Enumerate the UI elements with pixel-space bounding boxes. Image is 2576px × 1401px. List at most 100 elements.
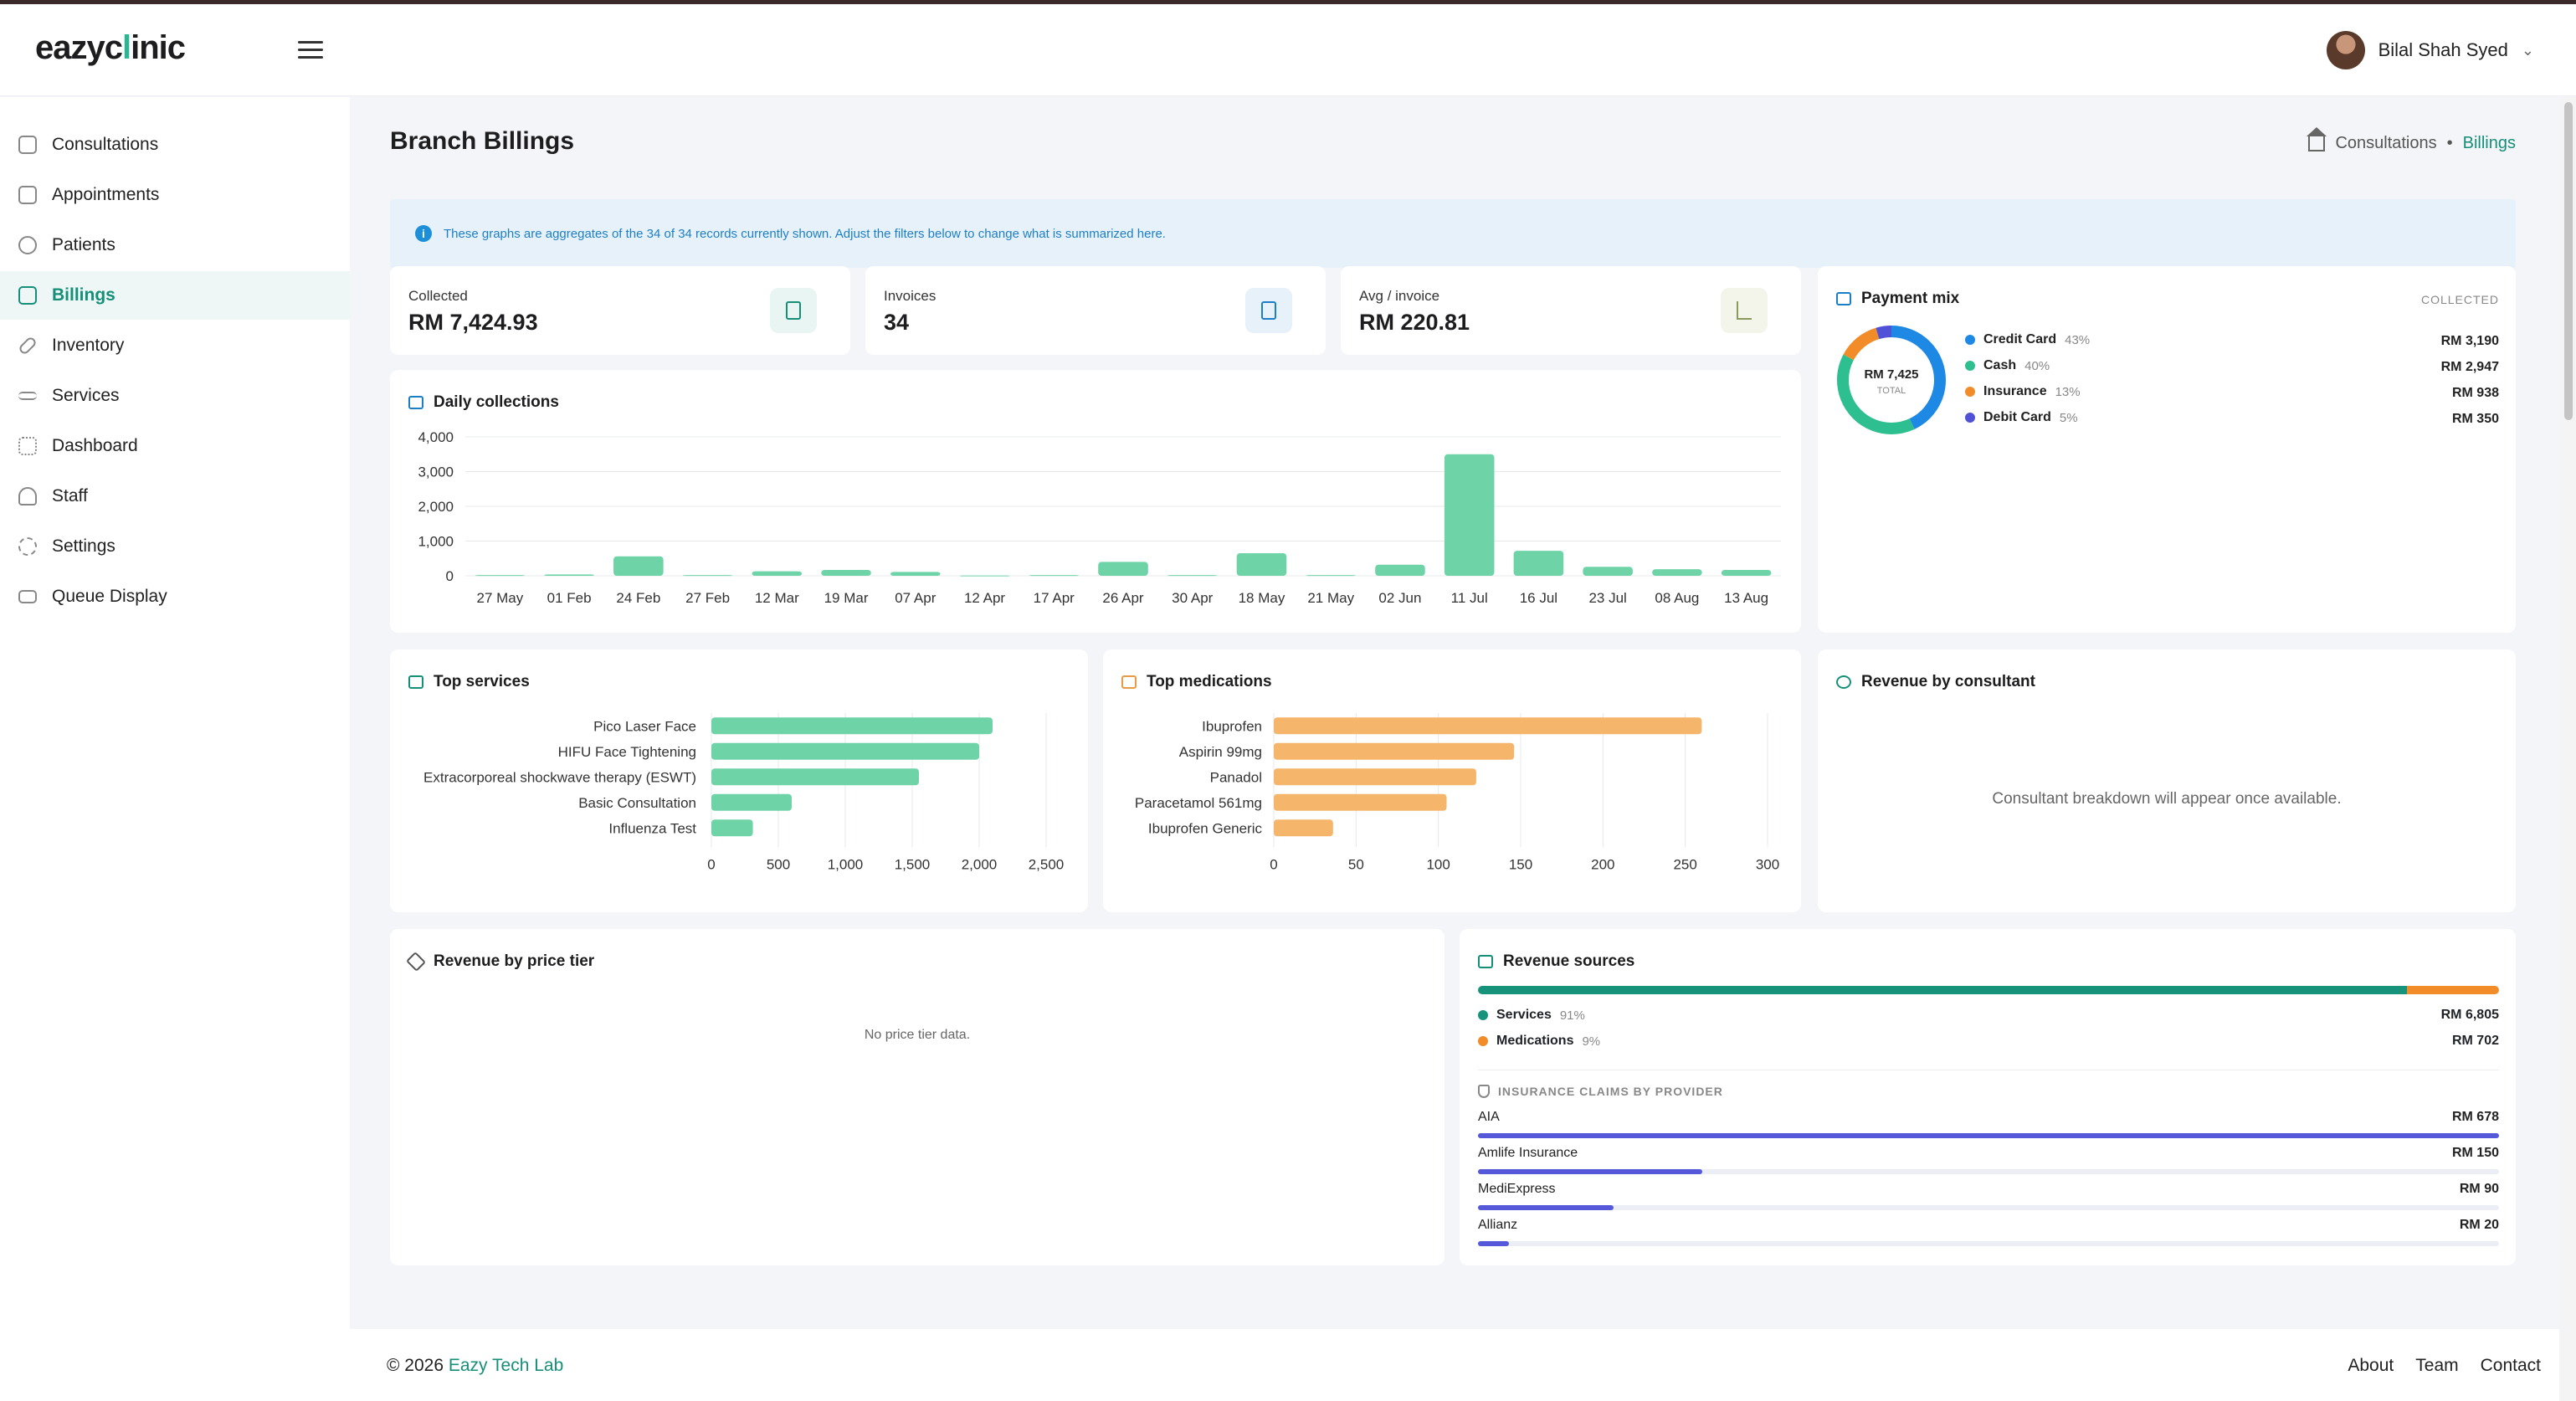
footer-link-team[interactable]: Team	[2415, 1356, 2459, 1375]
briefcase-icon	[408, 675, 423, 689]
sidebar-item-staff[interactable]: Staff	[0, 472, 350, 521]
bar-11-jul[interactable]	[1444, 454, 1495, 576]
bar-hifu-face-tightening[interactable]	[711, 742, 979, 760]
avatar	[2326, 31, 2365, 69]
breadcrumb-consultations[interactable]: Consultations	[2335, 134, 2437, 152]
sidebar-item-inventory[interactable]: Inventory	[0, 321, 350, 370]
scrollbar-thumb[interactable]	[2564, 102, 2573, 420]
bar-30-apr[interactable]	[1167, 575, 1218, 577]
bar-17-apr[interactable]	[1029, 575, 1080, 577]
bar-12-apr[interactable]	[959, 575, 1010, 577]
x-tick-label: 26 Apr	[1102, 590, 1143, 606]
mix-row-debit-card: Debit Card 5%	[1965, 410, 2078, 425]
bar-08-aug[interactable]	[1652, 569, 1702, 576]
bar-13-aug[interactable]	[1721, 569, 1772, 576]
sidebar-item-appointments[interactable]: Appointments	[0, 171, 350, 219]
sidebar: Consultations Appointments Patients Bill…	[0, 97, 350, 1401]
category-label: Panadol	[1210, 769, 1262, 785]
bar-26-apr[interactable]	[1098, 562, 1148, 576]
sidebar-item-settings[interactable]: Settings	[0, 522, 350, 571]
bar-paracetamol-561mg[interactable]	[1274, 793, 1447, 811]
bar-23-jul[interactable]	[1583, 567, 1633, 576]
claim-row: MediExpress RM 90	[1478, 1182, 2499, 1210]
x-tick-label: 01 Feb	[547, 590, 592, 606]
mix-name: Credit Card	[1983, 332, 2057, 346]
bar-ibuprofen-generic[interactable]	[1274, 819, 1333, 837]
top-services-card: Top services 0 500 1,000 1,500 2,000 2,500 Pic…	[390, 649, 1088, 912]
sidebar-item-label: Dashboard	[52, 436, 138, 455]
footer-link-contact[interactable]: Contact	[2480, 1356, 2541, 1375]
source-row-services: Services 91% RM 6,805	[1478, 1008, 2499, 1028]
bar-ibuprofen[interactable]	[1274, 717, 1702, 735]
sidebar-item-patients[interactable]: Patients	[0, 221, 350, 269]
donut-slice-cash[interactable]	[1837, 326, 1946, 434]
sidebar-item-label: Patients	[52, 235, 115, 254]
payment-mix-card: Payment mix COLLECTED RM 7,425 TOTAL Cre…	[1818, 266, 2516, 633]
x-tick-label: 50	[1348, 857, 1364, 873]
mix-name: Debit Card	[1983, 410, 2051, 424]
price-tier-empty-message: No price tier data.	[864, 1028, 971, 1042]
sidebar-item-billings[interactable]: Billings	[0, 271, 350, 320]
bar-12-mar[interactable]	[752, 571, 803, 576]
home-icon[interactable]	[2307, 126, 2327, 151]
bar-16-jul[interactable]	[1513, 551, 1564, 576]
x-tick-label: 08 Aug	[1655, 590, 1699, 606]
card-title: Revenue by price tier	[405, 951, 594, 972]
user-menu[interactable]: Bilal Shah Syed ⌄	[2326, 31, 2534, 69]
claim-fill	[1478, 1205, 1614, 1210]
bar-pico-laser-face[interactable]	[711, 717, 993, 735]
y-tick-label: 4,000	[418, 429, 454, 445]
claim-amount: RM 150	[2451, 1146, 2499, 1160]
bar-21-may[interactable]	[1306, 575, 1356, 577]
app-logo[interactable]: eazyclinic	[35, 29, 186, 67]
bar-extracorporeal-shockwave-therapy-eswt-[interactable]	[711, 768, 919, 786]
x-tick-label: 0	[1270, 857, 1277, 873]
mix-row-cash: Cash 40%	[1965, 358, 2050, 373]
top-medications-chart: 0 50 100 150 200 250 300 Ibuprofen Aspirin 99mg P…	[1135, 713, 1779, 873]
source-amount: RM 6,805	[2440, 1008, 2499, 1022]
mix-row-insurance: Insurance 13%	[1965, 384, 2081, 399]
top-medications-title: Top medications	[1147, 673, 1272, 690]
bar-18-may[interactable]	[1236, 553, 1287, 576]
bar-01-feb[interactable]	[544, 574, 594, 576]
bar-24-feb[interactable]	[613, 556, 664, 576]
menu-toggle-icon[interactable]	[298, 41, 323, 59]
stat-value: RM 7,424.93	[408, 310, 538, 335]
breadcrumb-billings: Billings	[2462, 134, 2516, 152]
top-medications-card: Top medications 0 50 100 150 200 250 300 Ibupro…	[1103, 649, 1801, 912]
sidebar-item-label: Services	[52, 386, 120, 405]
logo-mark: l	[121, 29, 131, 66]
x-tick-label: 16 Jul	[1520, 590, 1557, 606]
bar-07-apr[interactable]	[890, 572, 941, 576]
bar-27-feb[interactable]	[682, 575, 733, 577]
x-tick-label: 13 Aug	[1724, 590, 1768, 606]
sidebar-item-services[interactable]: Services	[0, 372, 350, 420]
donut-slice-debit-card[interactable]	[1837, 326, 1946, 434]
window-top-strip	[0, 0, 2576, 4]
bar-02-jun[interactable]	[1375, 564, 1425, 576]
logo-prefix: eazyc	[35, 29, 123, 66]
breadcrumb-separator: •	[2446, 134, 2453, 152]
x-tick-label: 2,000	[962, 857, 998, 873]
sidebar-item-queue-display[interactable]: Queue Display	[0, 572, 350, 621]
bar-19-mar[interactable]	[821, 569, 871, 576]
payment-donut: RM 7,425 TOTAL	[1837, 326, 1946, 434]
info-banner: i These graphs are aggregates of the 34 …	[390, 199, 2516, 268]
sidebar-item-consultations[interactable]: Consultations	[0, 121, 350, 169]
bar-influenza-test[interactable]	[711, 819, 753, 837]
category-label: Extracorporeal shockwave therapy (ESWT)	[423, 769, 696, 785]
page-scrollbar[interactable]	[2561, 97, 2576, 1401]
medications-segment	[2407, 986, 2499, 994]
x-tick-label: 1,500	[895, 857, 931, 873]
footer-link-about[interactable]: About	[2348, 1356, 2394, 1375]
x-tick-label: 23 Jul	[1588, 590, 1626, 606]
claim-provider: Amlife Insurance	[1478, 1146, 1578, 1160]
user-name: Bilal Shah Syed	[2378, 39, 2508, 60]
company-link[interactable]: Eazy Tech Lab	[448, 1356, 564, 1375]
bar-27-may[interactable]	[475, 575, 526, 577]
bar-basic-consultation[interactable]	[711, 793, 792, 811]
bar-panadol[interactable]	[1274, 768, 1476, 786]
bar-aspirin-99mg[interactable]	[1274, 742, 1515, 760]
mix-name: Insurance	[1983, 384, 2047, 398]
sidebar-item-dashboard[interactable]: Dashboard	[0, 422, 350, 470]
